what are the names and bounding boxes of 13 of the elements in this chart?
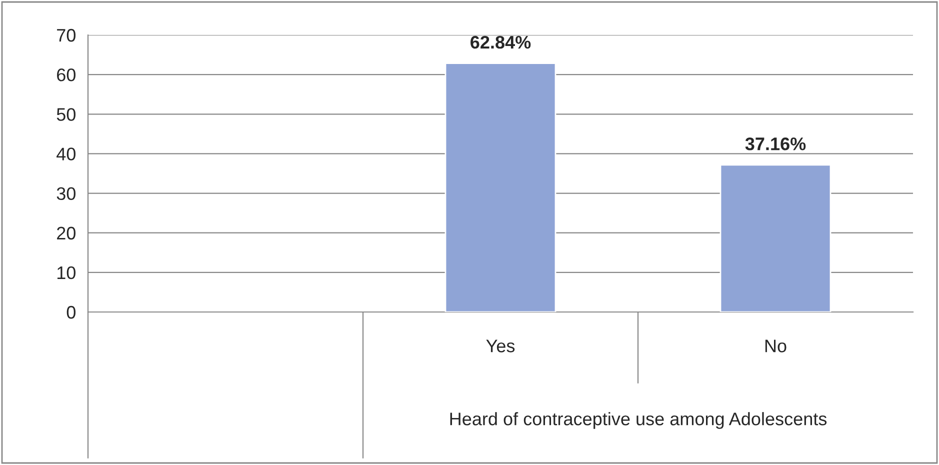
x-tick-label: Yes [486, 340, 515, 352]
y-tick-label: 50 [56, 108, 76, 121]
x-tick-label: No [765, 340, 786, 352]
y-tick-label: 10 [57, 266, 76, 280]
y-tick-label: 20 [57, 226, 76, 240]
y-tick-label: 0 [66, 306, 76, 319]
y-tick-label: 30 [56, 187, 76, 200]
data-label: 37.16% [745, 137, 806, 150]
data-label: 62.84% [470, 36, 531, 49]
x-axis-title: Heard of contraceptive use among Adolescents [450, 412, 827, 429]
y-tick-label: 60 [57, 68, 76, 82]
y-tick-label: 40 [56, 148, 76, 160]
y-tick-label: 70 [57, 28, 76, 42]
